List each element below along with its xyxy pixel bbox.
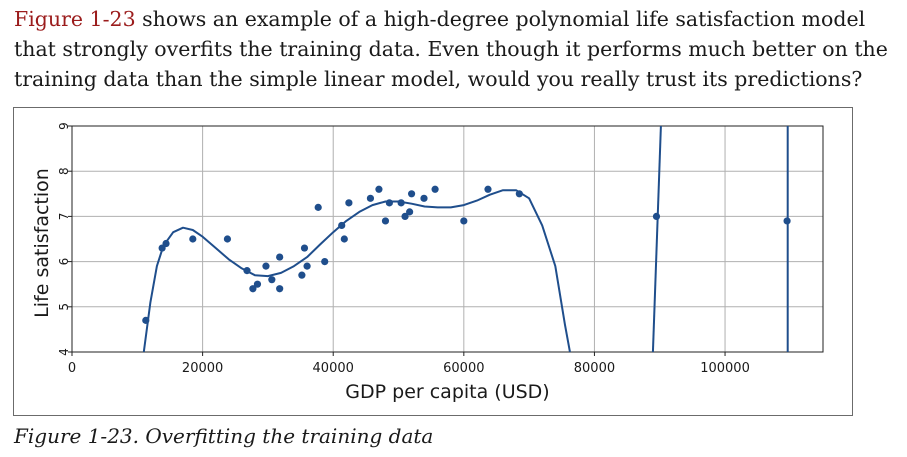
data-point (366, 194, 375, 202)
x-tick-label: 100000 (700, 361, 750, 376)
data-point (460, 217, 468, 225)
x-tick-label: 0 (68, 361, 76, 376)
data-point (652, 212, 661, 220)
figure-reference-link[interactable]: Figure 1-23 (14, 7, 136, 31)
data-point (340, 235, 348, 243)
plot-area-border (71, 125, 824, 353)
y-tick-label: 5 (57, 303, 71, 311)
data-point (321, 258, 329, 266)
data-point (262, 262, 270, 270)
data-point (381, 217, 390, 225)
data-point (276, 253, 284, 261)
data-point (420, 194, 428, 202)
data-point (397, 199, 405, 207)
paragraph-text: shows an example of a high-degree polyno… (14, 7, 888, 91)
y-tick-label: 9 (57, 122, 71, 130)
data-point (223, 235, 232, 243)
data-point (314, 203, 322, 211)
data-point (249, 285, 257, 293)
data-point (407, 190, 416, 198)
data-point (276, 285, 284, 293)
figure-caption: Figure 1-23. Overfitting the training da… (14, 424, 434, 448)
data-point (268, 276, 276, 284)
data-point (431, 185, 439, 193)
data-point (189, 235, 197, 243)
figure-frame: 0 20000 40000 60000 80000 100000 4 5 6 7 8 9 GDP per… (13, 107, 853, 416)
y-tick-label: 8 (57, 167, 71, 175)
model-curve-segment (651, 126, 662, 352)
y-axis-label: Life satisfaction (31, 168, 53, 318)
x-tick-label: 40000 (313, 361, 354, 376)
data-point (406, 208, 414, 216)
y-tick-label: 4 (57, 348, 71, 356)
data-point (303, 262, 311, 270)
body-paragraph: Figure 1-23 shows an example of a high-d… (14, 4, 894, 94)
data-point (385, 199, 393, 207)
data-point (142, 316, 150, 324)
data-point (345, 199, 353, 207)
data-point (783, 217, 791, 225)
x-tick-label: 80000 (574, 361, 615, 376)
x-tick-label: 60000 (443, 361, 484, 376)
y-tick-label: 6 (57, 258, 71, 266)
overfitting-chart: 0 20000 40000 60000 80000 100000 4 5 6 7 8 9 GDP per… (31, 122, 824, 403)
data-point (162, 239, 170, 248)
data-point (243, 267, 251, 275)
data-point (300, 244, 309, 252)
data-point (401, 212, 409, 220)
data-point (515, 190, 523, 198)
data-point (298, 271, 306, 279)
data-point (338, 221, 346, 230)
data-point (484, 185, 492, 193)
model-curve (142, 189, 571, 352)
data-point (253, 280, 262, 288)
x-tick-label: 20000 (182, 361, 223, 376)
x-axis-label: GDP per capita (USD) (345, 381, 549, 403)
y-tick-label: 7 (57, 213, 71, 221)
data-point (375, 185, 383, 193)
